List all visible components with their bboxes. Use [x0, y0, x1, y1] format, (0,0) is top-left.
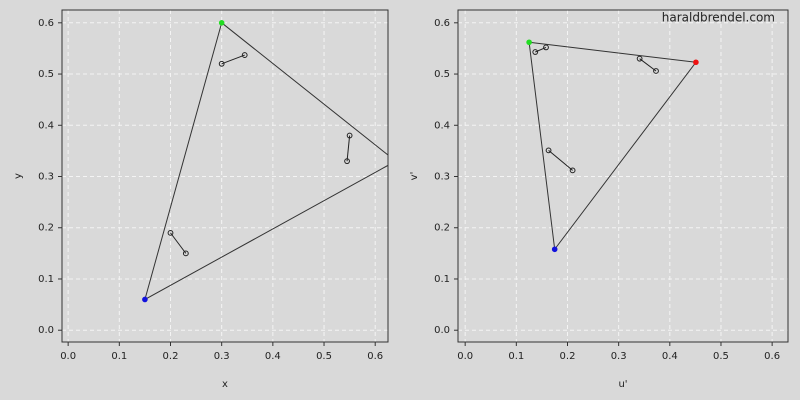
y-tick-label: 0.4	[434, 120, 450, 131]
primary-point	[551, 246, 558, 253]
x-tick-label: 0.0	[457, 351, 473, 362]
x-axis-label: x	[222, 379, 228, 390]
shift-point	[182, 250, 189, 257]
y-tick-label: 0.6	[38, 18, 54, 29]
y-tick-label: 0.2	[434, 223, 450, 234]
y-axis-label: v'	[409, 172, 420, 181]
x-tick-label: 0.6	[764, 351, 780, 362]
x-axis-label: u'	[618, 379, 627, 390]
shift-line	[346, 135, 351, 162]
y-tick-label: 0.0	[434, 325, 450, 336]
shift-line	[170, 232, 187, 254]
y-tick-label: 0.2	[38, 223, 54, 234]
y-axis-label: y	[13, 173, 24, 179]
x-tick-label: 0.3	[611, 351, 627, 362]
shift-line	[639, 58, 657, 72]
x-tick-label: 0.4	[662, 351, 678, 362]
plot-area	[458, 10, 788, 342]
x-tick-label: 0.5	[713, 351, 729, 362]
x-tick-label: 0.1	[508, 351, 524, 362]
y-tick-label: 0.1	[434, 274, 450, 285]
shift-line	[535, 46, 547, 53]
x-tick-label: 0.2	[560, 351, 576, 362]
y-tick-label: 0.0	[38, 325, 54, 336]
x-tick-label: 0.4	[265, 351, 281, 362]
y-tick-label: 0.3	[434, 172, 450, 183]
plot-frame	[457, 9, 789, 343]
shift-point	[636, 55, 643, 62]
gamut-triangle	[528, 41, 697, 251]
y-tick-label: 0.4	[38, 120, 54, 131]
y-tick-label: 0.1	[38, 274, 54, 285]
x-tick-label: 0.1	[111, 351, 127, 362]
y-tick-label: 0.5	[38, 69, 54, 80]
x-tick-label: 0.6	[367, 351, 383, 362]
plot-area	[62, 10, 388, 342]
y-tick-label: 0.6	[434, 18, 450, 29]
shift-point	[543, 44, 549, 51]
gamut-triangle	[144, 21, 388, 301]
x-tick-label: 0.3	[214, 351, 230, 362]
primary-point	[526, 39, 532, 46]
primary-point	[218, 20, 225, 26]
shift-line	[221, 54, 245, 65]
shift-point	[569, 167, 576, 174]
plot-frame	[61, 9, 389, 343]
primary-point	[693, 59, 699, 66]
y-tick-label: 0.3	[38, 172, 54, 183]
x-tick-label: 0.5	[316, 351, 332, 362]
watermark: haraldbrendel.com	[662, 11, 775, 25]
y-tick-label: 0.5	[434, 69, 450, 80]
shift-point	[653, 68, 659, 74]
shift-point	[545, 147, 552, 154]
shift-point	[167, 229, 174, 236]
shift-point	[532, 49, 539, 55]
shift-point	[218, 60, 225, 67]
primary-point	[142, 296, 148, 303]
shift-point	[241, 52, 248, 58]
x-tick-label: 0.0	[60, 351, 76, 362]
x-tick-label: 0.2	[163, 351, 179, 362]
shift-point	[346, 132, 353, 139]
shift-line	[548, 149, 573, 171]
shift-point	[344, 158, 350, 165]
